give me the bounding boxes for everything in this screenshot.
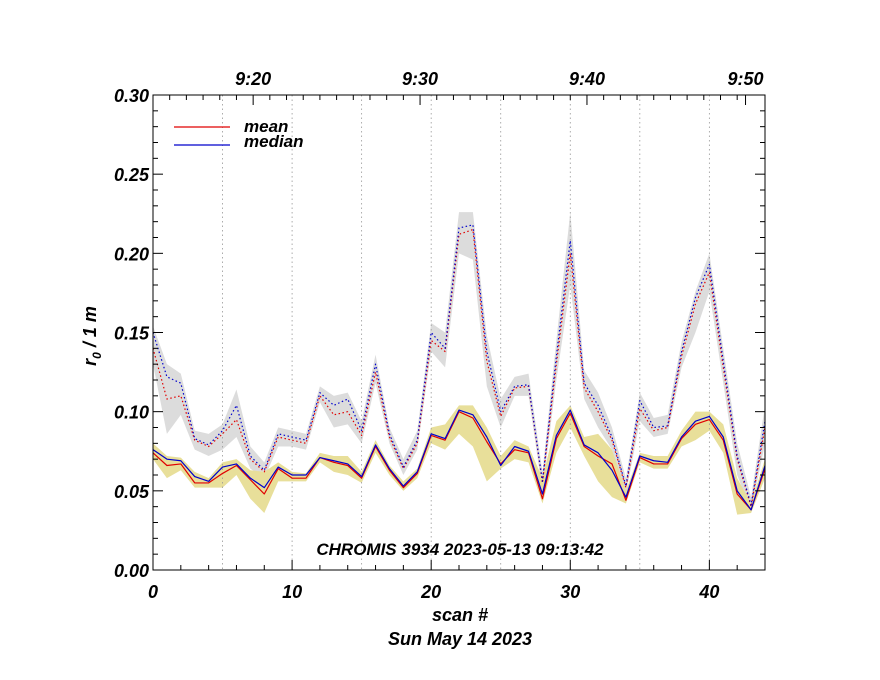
top-time-label: 9:20 bbox=[235, 69, 271, 89]
y-tick-label: 0.00 bbox=[114, 561, 149, 581]
y-tick-label: 0.25 bbox=[114, 165, 150, 185]
y-axis-label-rest: / 1 m bbox=[80, 306, 100, 352]
series-median-upper bbox=[152, 224, 766, 506]
top-time-label: 9:50 bbox=[728, 69, 764, 89]
band-upper-band bbox=[153, 212, 765, 512]
uncertainty-bands bbox=[153, 212, 765, 515]
legend-mean-label: mean bbox=[244, 117, 288, 136]
legend-median-label: median bbox=[244, 132, 304, 151]
series-median-lower bbox=[152, 409, 766, 511]
x-tick-label: 40 bbox=[698, 582, 719, 602]
x-tick-label: 30 bbox=[560, 582, 580, 602]
data-series bbox=[152, 224, 766, 511]
top-time-label: 9:40 bbox=[569, 69, 605, 89]
y-tick-label: 0.15 bbox=[114, 324, 150, 344]
band-lower-band bbox=[153, 405, 765, 515]
y-tick-label: 0.20 bbox=[114, 244, 149, 264]
y-tick-label: 0.10 bbox=[114, 403, 149, 423]
x-axis-date-label: Sun May 14 2023 bbox=[388, 629, 532, 649]
y-tick-label: 0.05 bbox=[114, 482, 150, 502]
y-tick-label: 0.30 bbox=[114, 86, 149, 106]
x-tick-label: 10 bbox=[282, 582, 302, 602]
top-time-label: 9:30 bbox=[402, 69, 438, 89]
x-axis-label: scan # bbox=[432, 605, 488, 625]
chart-annotation: CHROMIS 3934 2023-05-13 09:13:42 bbox=[316, 540, 604, 559]
y-axis-label-subscript: 0 bbox=[90, 352, 104, 359]
series-mean-lower bbox=[152, 411, 766, 511]
y-axis-label-main: r bbox=[80, 358, 100, 366]
x-tick-label: 0 bbox=[148, 582, 158, 602]
axis-ticks: 0 10 20 30 40 9:20 9:30 9:40 9:50 0.00 0.05 0.10 0.1… bbox=[114, 69, 766, 602]
legend: mean median bbox=[174, 117, 304, 151]
y-axis-label: r0 / 1 m bbox=[80, 306, 104, 366]
x-tick-label: 20 bbox=[420, 582, 441, 602]
